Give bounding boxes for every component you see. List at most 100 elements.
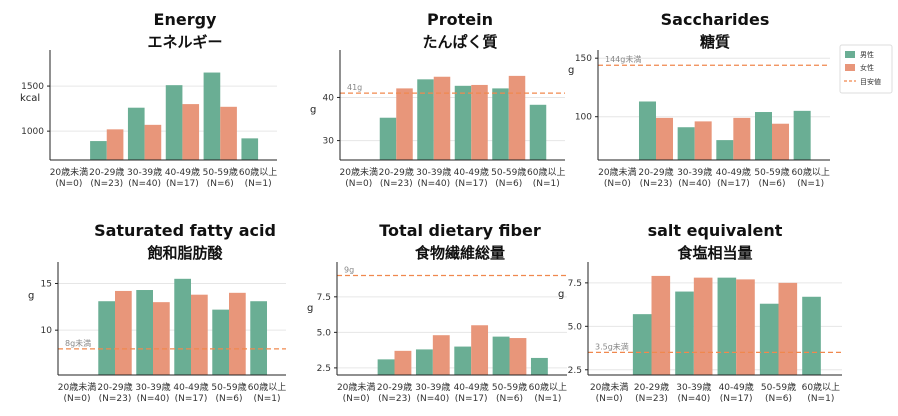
chart-subtitle: 食塩相当量 bbox=[677, 244, 752, 262]
bar-male-4 bbox=[454, 85, 472, 160]
y-tick-label: 150 bbox=[575, 54, 592, 64]
x-tick-label: 20-29歳(N=23) bbox=[379, 166, 414, 189]
x-tick-label: 40-49歳(N=17) bbox=[719, 381, 754, 404]
bar-male-6 bbox=[529, 104, 547, 160]
bar-male-5 bbox=[492, 88, 509, 160]
bar-female-5 bbox=[772, 123, 790, 160]
y-axis-label: g bbox=[310, 104, 316, 115]
bar-female-4 bbox=[191, 294, 208, 375]
x-tick-label: 30-39歳(N=40) bbox=[415, 381, 450, 404]
chart-title: Saccharides bbox=[661, 10, 770, 29]
bar-female-2 bbox=[394, 350, 412, 375]
x-tick-label: 60歳以上(N=1) bbox=[791, 166, 829, 189]
bar-female-2 bbox=[396, 88, 413, 160]
chart-panel-6: salt equivalent 食塩相当量 2.5 5.0 7.5 g 3.5g未満 20歳未… bbox=[558, 221, 842, 404]
x-tick-label: 50-59歳(N=6) bbox=[491, 166, 526, 189]
bar-male-6 bbox=[250, 301, 267, 375]
x-tick-label: 30-39歳(N=40) bbox=[135, 381, 170, 404]
bar-male-2 bbox=[638, 101, 656, 160]
bar-male-5 bbox=[203, 72, 221, 160]
bar-female-3 bbox=[693, 277, 713, 375]
x-tick-label: 40-49歳(N=17) bbox=[454, 381, 489, 404]
x-tick-label: 20-29歳(N=23) bbox=[634, 381, 669, 404]
x-tick-label: 20歳未満(N=0) bbox=[590, 381, 628, 404]
chart-title: Energy bbox=[154, 10, 218, 29]
bar-male-2 bbox=[379, 117, 397, 160]
y-tick-label: 2.5 bbox=[568, 366, 582, 376]
legend-swatch-male bbox=[845, 51, 855, 58]
x-tick-label: 40-49歳(N=17) bbox=[173, 381, 208, 404]
x-tick-label: 60歳以上(N=1) bbox=[529, 381, 567, 404]
bar-male-4 bbox=[717, 277, 737, 375]
bar-female-4 bbox=[471, 325, 489, 375]
x-tick-label: 40-49歳(N=17) bbox=[165, 166, 200, 189]
chart-panel-2: Protein たんぱく質 30 40 g 41g 20歳未満(N=0)20-29歳(N=2… bbox=[310, 10, 565, 189]
bar-male-2 bbox=[632, 314, 652, 375]
bar-female-3 bbox=[153, 302, 170, 375]
legend-swatch-female bbox=[845, 64, 855, 71]
x-tick-label: 50-59歳(N=6) bbox=[203, 166, 238, 189]
x-tick-label: 40-49歳(N=17) bbox=[716, 166, 751, 189]
reference-label: 9g bbox=[344, 266, 354, 275]
x-tick-label: 60歳以上(N=1) bbox=[527, 166, 565, 189]
y-axis-label: kcal bbox=[20, 93, 40, 104]
bar-female-2 bbox=[106, 129, 124, 160]
bar-female-3 bbox=[144, 124, 162, 160]
x-tick-label: 20歳未満(N=0) bbox=[340, 166, 378, 189]
y-tick-label: 7.5 bbox=[568, 279, 582, 289]
x-tick-label: 20歳未満(N=0) bbox=[50, 166, 88, 189]
x-tick-label: 20歳未満(N=0) bbox=[58, 381, 96, 404]
x-tick-label: 50-59歳(N=6) bbox=[211, 381, 246, 404]
bar-female-4 bbox=[182, 104, 200, 160]
x-tick-label: 50-59歳(N=6) bbox=[761, 381, 796, 404]
bar-male-4 bbox=[165, 85, 183, 160]
bar-male-5 bbox=[754, 112, 772, 160]
y-tick-label: 15 bbox=[41, 279, 52, 289]
bar-male-4 bbox=[716, 140, 734, 160]
x-tick-label: 30-39歳(N=40) bbox=[676, 381, 711, 404]
bar-male-4 bbox=[174, 278, 191, 375]
x-tick-label: 30-39歳(N=40) bbox=[677, 166, 712, 189]
bar-male-6 bbox=[241, 138, 259, 160]
bar-female-2 bbox=[115, 290, 132, 375]
chart-panel-4: Saturated fatty acid 飽和脂肪酸 10 15 g 8g未満 20歳未満(… bbox=[28, 221, 286, 404]
y-axis-label: g bbox=[307, 303, 313, 314]
bar-female-2 bbox=[656, 117, 674, 160]
x-tick-label: 40-49歳(N=17) bbox=[454, 166, 489, 189]
y-tick-label: 7.5 bbox=[317, 293, 331, 303]
y-axis-label: g bbox=[28, 290, 34, 301]
chart-subtitle: 糖質 bbox=[700, 33, 730, 51]
y-tick-label: 40 bbox=[323, 93, 335, 103]
bar-female-2 bbox=[651, 275, 671, 375]
reference-label: 8g未満 bbox=[65, 338, 91, 348]
chart-panel-5: Total dietary fiber 食物繊維総量 2.5 5.0 7.5 g 9g 20歳… bbox=[307, 221, 567, 404]
bar-male-5 bbox=[492, 336, 510, 375]
bar-female-3 bbox=[433, 76, 451, 160]
bar-male-5 bbox=[759, 303, 779, 375]
bar-female-5 bbox=[509, 338, 527, 375]
x-tick-label: 20-29歳(N=23) bbox=[89, 166, 124, 189]
chart-title: salt equivalent bbox=[648, 221, 783, 240]
legend-label-female: 女性 bbox=[860, 63, 874, 72]
bar-male-3 bbox=[415, 349, 433, 375]
y-axis-label: g bbox=[558, 289, 564, 300]
x-tick-label: 20-29歳(N=23) bbox=[638, 166, 673, 189]
y-tick-label: 30 bbox=[323, 137, 335, 147]
reference-label: 41g bbox=[347, 83, 362, 92]
chart-subtitle: 飽和脂肪酸 bbox=[146, 244, 223, 262]
x-tick-label: 50-59歳(N=6) bbox=[754, 166, 789, 189]
y-tick-label: 100 bbox=[575, 113, 592, 123]
bar-female-5 bbox=[229, 292, 246, 375]
bar-male-4 bbox=[454, 346, 472, 375]
chart-title: Protein bbox=[427, 10, 493, 29]
x-tick-label: 60歳以上(N=1) bbox=[802, 381, 840, 404]
y-tick-label: 5.0 bbox=[317, 328, 332, 338]
bar-male-3 bbox=[417, 79, 434, 160]
bar-male-2 bbox=[98, 301, 115, 375]
y-axis-label: g bbox=[568, 65, 574, 76]
chart-title: Total dietary fiber bbox=[379, 221, 541, 240]
x-tick-label: 20歳未満(N=0) bbox=[337, 381, 375, 404]
